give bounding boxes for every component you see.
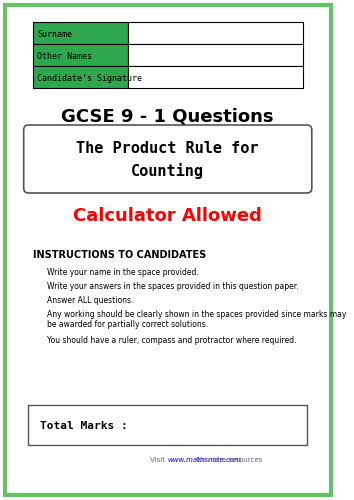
- FancyBboxPatch shape: [28, 405, 307, 445]
- FancyBboxPatch shape: [5, 5, 331, 495]
- Bar: [33, 22, 128, 44]
- Text: Other Names: Other Names: [37, 52, 92, 60]
- Text: Calculator Allowed: Calculator Allowed: [73, 207, 262, 225]
- Text: You should have a ruler, compass and protractor where required.: You should have a ruler, compass and pro…: [47, 336, 297, 345]
- Text: Surname: Surname: [37, 30, 72, 38]
- Bar: [33, 44, 128, 66]
- Text: Write your answers in the spaces provided in this question paper.: Write your answers in the spaces provide…: [47, 282, 299, 291]
- Text: The Product Rule for
Counting: The Product Rule for Counting: [76, 141, 259, 179]
- Text: Write your name in the space provided.: Write your name in the space provided.: [47, 268, 199, 277]
- Bar: [128, 66, 303, 88]
- Text: for more resources: for more resources: [194, 457, 263, 463]
- Text: GCSE 9 - 1 Questions: GCSE 9 - 1 Questions: [62, 107, 274, 125]
- Text: INSTRUCTIONS TO CANDIDATES: INSTRUCTIONS TO CANDIDATES: [33, 250, 206, 260]
- Text: Answer ALL questions.: Answer ALL questions.: [47, 296, 134, 305]
- Bar: [128, 22, 303, 44]
- Text: Visit: Visit: [150, 457, 168, 463]
- Text: Total Marks :: Total Marks :: [40, 421, 127, 431]
- Text: Candidate’s Signature: Candidate’s Signature: [37, 74, 142, 82]
- Bar: [128, 44, 303, 66]
- Text: Any working should be clearly shown in the spaces provided since marks may
be aw: Any working should be clearly shown in t…: [47, 310, 347, 330]
- Bar: [33, 66, 128, 88]
- Text: www.mathsnote.com: www.mathsnote.com: [168, 457, 242, 463]
- FancyBboxPatch shape: [24, 125, 312, 193]
